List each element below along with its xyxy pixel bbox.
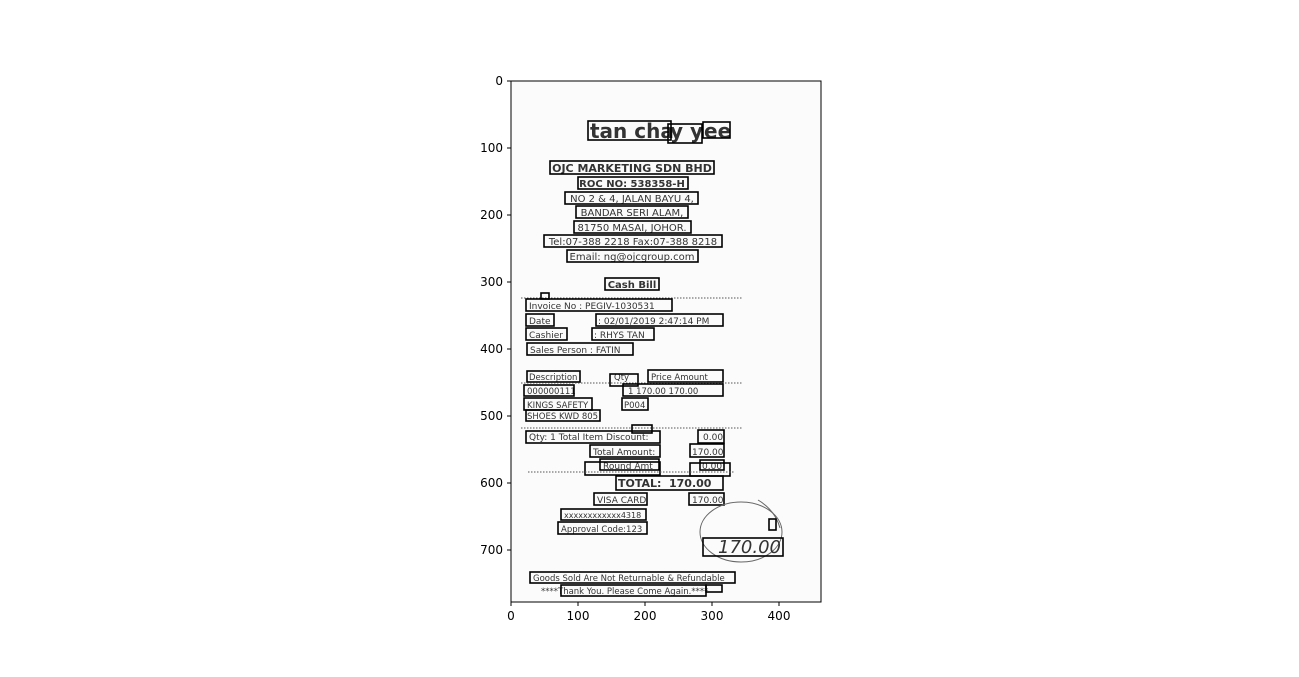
rounding-value: 0.00 xyxy=(702,462,722,472)
payment-value-box xyxy=(688,492,725,506)
col-description-box xyxy=(526,370,581,383)
check-mark-box xyxy=(768,518,777,531)
date-value: : 02/01/2019 2:47:14 PM xyxy=(598,317,709,327)
y-tick-label: 300 xyxy=(480,275,503,289)
col-qty-box xyxy=(609,373,639,387)
handwritten-circle xyxy=(699,501,783,563)
tel-fax-box xyxy=(543,234,723,248)
approval-code-box xyxy=(557,521,648,535)
item-code-box xyxy=(523,384,575,397)
item-model: P004 xyxy=(624,401,645,411)
handwritten-box xyxy=(702,537,784,557)
item-line-box xyxy=(622,383,724,397)
rounding-outer-box xyxy=(584,461,661,476)
item-model-box xyxy=(621,397,649,411)
x-tick-label: 400 xyxy=(768,609,791,623)
x-tick-label: 200 xyxy=(634,609,657,623)
address-1-box xyxy=(564,191,699,205)
small-mark-box-2 xyxy=(631,424,653,434)
invoice-number: Invoice No : PEGIV-1030531 xyxy=(529,302,655,312)
cashier-label-box xyxy=(525,327,568,341)
card-number: xxxxxxxxxxxx4318 xyxy=(564,511,641,520)
y-tick-label: 700 xyxy=(480,543,503,557)
name-box-2 xyxy=(667,123,703,144)
rounding-value-box xyxy=(699,459,725,471)
roc-number: ROC NO: 538358-H xyxy=(579,179,685,190)
date-label: Date xyxy=(529,317,551,327)
discount-value-box xyxy=(697,429,725,444)
sales-person: Sales Person : FATIN xyxy=(530,346,621,356)
cashier-value-box xyxy=(591,327,655,341)
item-name-2-box xyxy=(525,409,601,422)
col-qty: Qty xyxy=(614,373,629,383)
y-tick-label: 100 xyxy=(480,141,503,155)
payment-method: VISA CARD xyxy=(597,496,646,506)
total-amount-label: Total Amount: xyxy=(592,448,655,458)
receipt-image-background xyxy=(511,81,821,602)
doc-type: Cash Bill xyxy=(608,280,657,291)
company-name: OJC MARKETING SDN BHD xyxy=(552,162,712,175)
company-name-box xyxy=(549,160,715,175)
item-name: KINGS SAFETY xyxy=(527,401,589,411)
item-name-2: SHOES KWD 805 xyxy=(527,412,598,422)
email-box xyxy=(566,249,699,263)
col-price-amount-box xyxy=(647,369,724,383)
roc-number-box xyxy=(577,176,689,190)
item-code: 000000111 xyxy=(527,387,576,397)
doc-type-box xyxy=(604,277,660,291)
rounding-label: Round Amt xyxy=(603,462,653,472)
card-number-box xyxy=(560,508,647,521)
address-3-box xyxy=(573,220,692,234)
address-2: BANDAR SERI ALAM, xyxy=(581,208,684,219)
y-tick-label: 500 xyxy=(480,409,503,423)
total-amount-label-box xyxy=(589,444,661,458)
invoice-box xyxy=(525,298,673,312)
cashier-label: Cashier xyxy=(529,331,563,341)
footer-line-1-box xyxy=(529,571,736,584)
cashier-value: : RHYS TAN xyxy=(594,331,645,341)
y-tick-label: 200 xyxy=(480,208,503,222)
x-tick-label: 0 xyxy=(507,609,515,623)
footer-line-2: ****Thank You. Please Come Again.**** xyxy=(541,587,708,597)
qty-total-discount-box xyxy=(525,430,661,444)
total-amount-value-box xyxy=(689,443,725,458)
x-tick-label: 300 xyxy=(701,609,724,623)
sales-person-box xyxy=(526,342,634,356)
address-3: 81750 MASAI, JOHOR. xyxy=(577,223,686,234)
name-part-1: tan cha xyxy=(590,119,674,143)
total-box xyxy=(615,475,724,491)
footer-star-box xyxy=(705,584,723,593)
y-tick-label: 0 xyxy=(495,74,503,88)
total-amount-value: 170.00 xyxy=(692,448,724,458)
y-tick-label: 600 xyxy=(480,476,503,490)
payment-method-box xyxy=(593,492,648,506)
email: Email: ng@ojcgroup.com xyxy=(570,252,695,263)
y-tick-label: 400 xyxy=(480,342,503,356)
handwritten-stroke xyxy=(757,499,781,529)
col-description: Description xyxy=(529,373,577,383)
x-tick-label: 100 xyxy=(567,609,590,623)
qty-total-discount: Qty: 1 Total Item Discount: xyxy=(529,433,649,443)
footer-line-1: Goods Sold Are Not Returnable & Refundab… xyxy=(533,574,725,584)
item-line: 1 170.00 170.00 xyxy=(628,387,698,397)
name-box-1 xyxy=(587,120,672,141)
handwritten-amount: 170.00 xyxy=(718,537,781,558)
date-value-box xyxy=(595,313,724,327)
name-part-2: y y xyxy=(670,119,703,143)
date-label-box xyxy=(525,313,555,327)
col-price-amount: Price Amount xyxy=(651,373,709,383)
address-1: NO 2 & 4, JALAN BAYU 4, xyxy=(570,194,694,205)
total-value: 170.00 xyxy=(669,477,712,490)
payment-value: 170.00 xyxy=(692,496,724,506)
name-part-3: ee xyxy=(704,119,731,143)
total-label: TOTAL: xyxy=(618,477,661,490)
tel-fax: Tel:07-388 2218 Fax:07-388 8218 xyxy=(548,237,717,248)
approval-code: Approval Code:123 xyxy=(561,525,642,535)
discount-value: 0.00 xyxy=(703,433,723,443)
rounding-label-box xyxy=(599,458,660,471)
name-box-3 xyxy=(702,121,731,139)
address-2-box xyxy=(575,205,689,219)
axes-frame xyxy=(510,80,822,603)
